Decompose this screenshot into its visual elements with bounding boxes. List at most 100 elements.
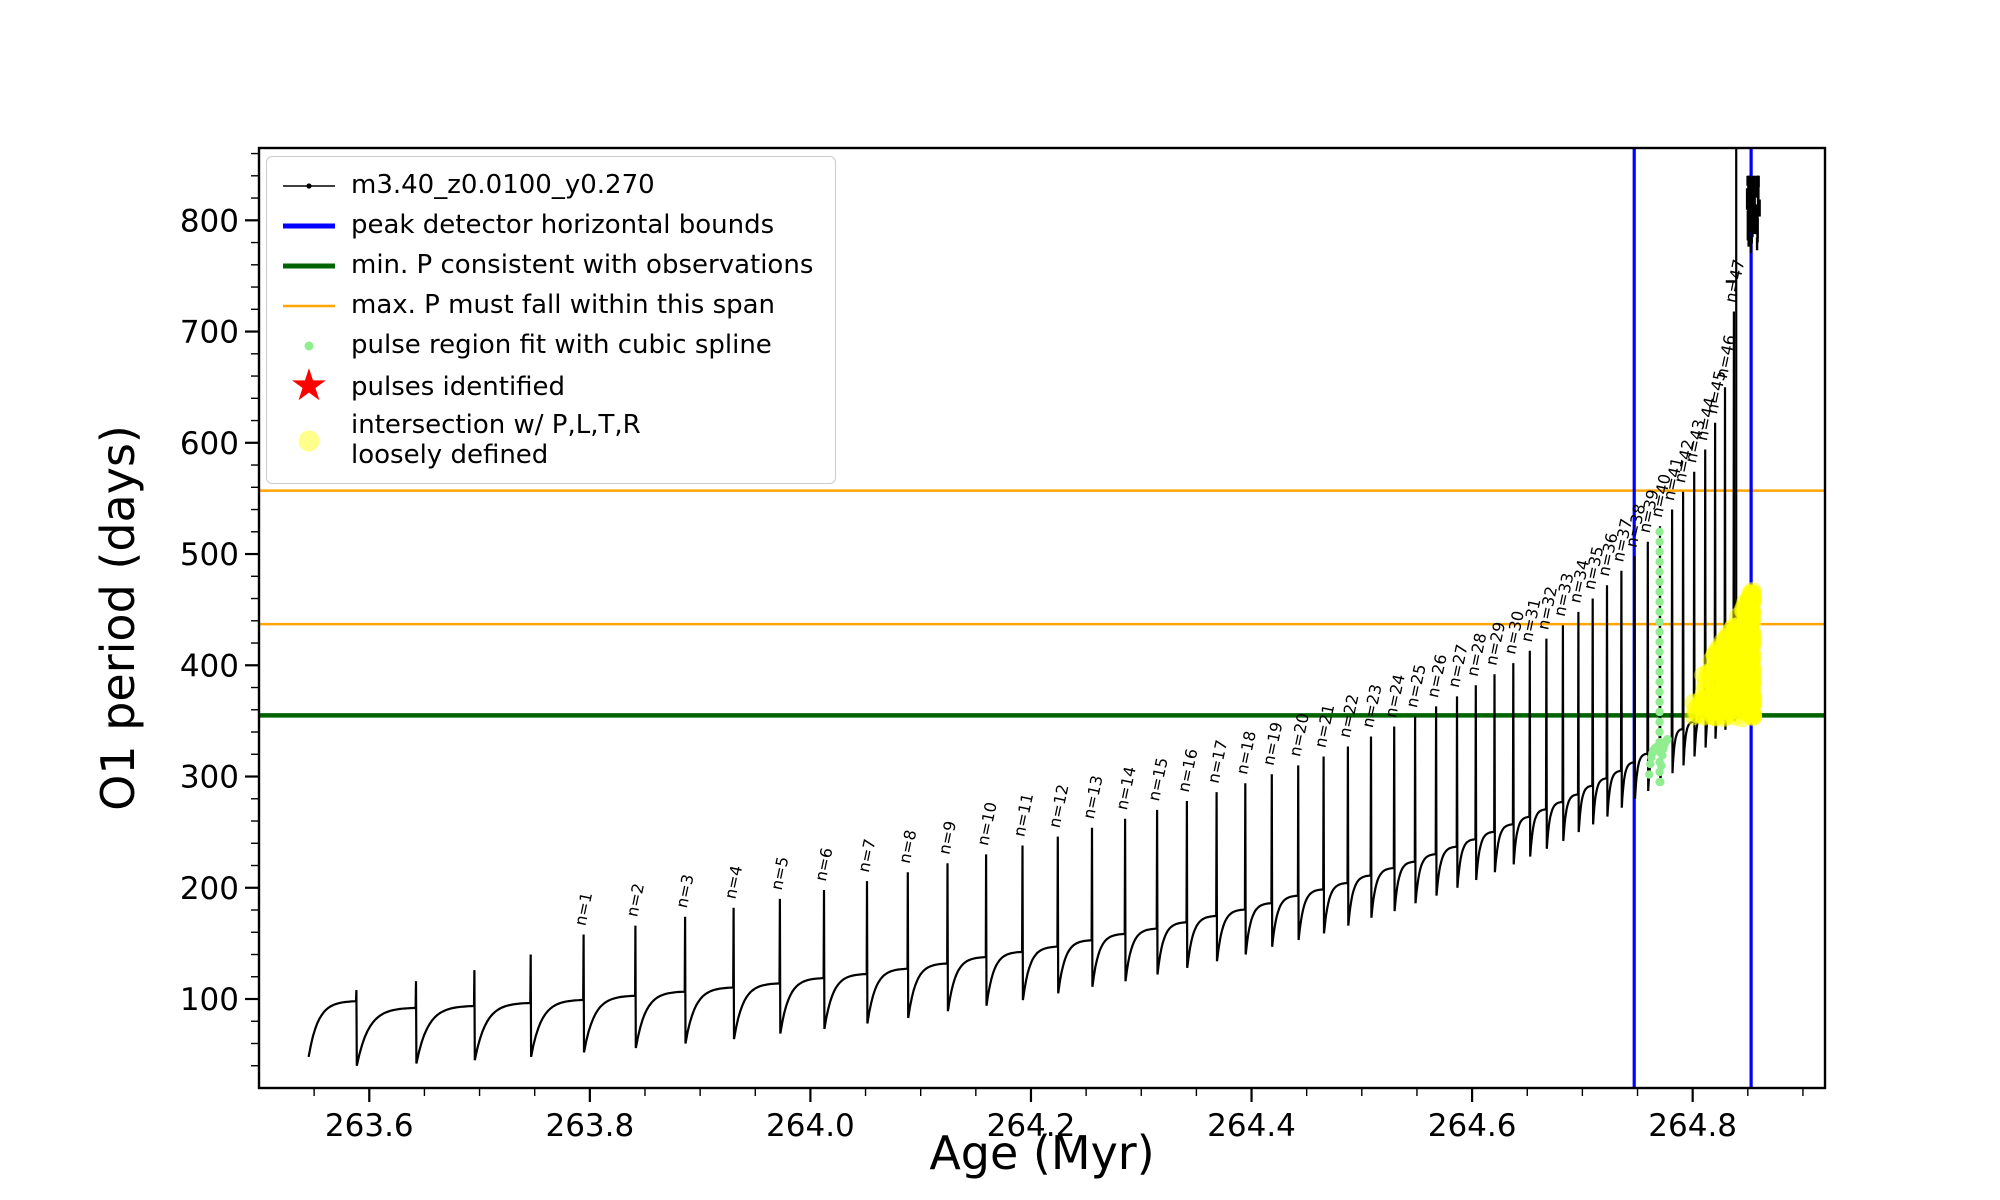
pulse-label: n=11	[1009, 791, 1037, 838]
x-tick-label: 264.0	[766, 1108, 855, 1144]
spline-dot	[1655, 717, 1664, 727]
axes-frame	[257, 146, 1827, 1090]
pulse-label: n=3	[672, 873, 698, 910]
series-line-marker	[279, 168, 339, 204]
pulse-label: n=13	[1079, 774, 1107, 821]
spline-dot	[1655, 557, 1664, 567]
spline-dot	[1655, 577, 1664, 587]
yellow-dot	[298, 430, 320, 452]
spline-dot	[1655, 547, 1664, 557]
pulse-label: n=17	[1204, 738, 1232, 785]
spline-dot	[1663, 734, 1672, 744]
legend-label: pulse region fit with cubic spline	[351, 330, 772, 361]
pulse-label: n=16	[1174, 747, 1202, 794]
legend-label: max. P must fall within this span	[351, 290, 776, 321]
pulse-label: n=15	[1144, 756, 1172, 803]
legend-item-min-period: min. P consistent with observations	[279, 247, 813, 285]
intersection-dot	[1704, 674, 1723, 693]
legend-item-max-span: max. P must fall within this span	[279, 287, 813, 325]
legend: m3.40_z0.0100_y0.270 peak detector horiz…	[266, 156, 837, 484]
y-tick-label: 300	[180, 760, 239, 796]
pulse-label: n=2	[622, 881, 648, 918]
legend-label: pulses identified	[351, 372, 566, 403]
pulse-label: n=9	[934, 819, 960, 856]
pulse-label: n=19	[1259, 720, 1287, 767]
intersection-dot	[1714, 641, 1733, 660]
x-axis-label: Age (Myr)	[929, 1126, 1155, 1180]
pulse-label: n=1	[571, 890, 597, 927]
intersection-dot	[1743, 705, 1762, 724]
intersection-dot	[1741, 604, 1760, 623]
legend-label: intersection w/ P,L,T,R loosely defined	[351, 410, 641, 470]
intersection-dot	[1742, 622, 1761, 641]
spline-dot	[1645, 770, 1654, 779]
y-tick-label: 200	[180, 871, 239, 907]
legend-item-peak-bounds: peak detector horizontal bounds	[279, 207, 813, 245]
spline-dot	[1655, 567, 1664, 577]
y-tick-label: 500	[180, 537, 239, 573]
legend-item-spline: pulse region fit with cubic spline	[279, 327, 813, 365]
legend-label: peak detector horizontal bounds	[351, 210, 775, 241]
intersection-dot	[1742, 666, 1761, 685]
x-tick-label: 263.8	[545, 1108, 634, 1144]
spline-dot	[1655, 747, 1664, 757]
x-tick-label: 264.2	[987, 1108, 1076, 1144]
spline-dot	[1655, 647, 1664, 657]
series-dot	[306, 183, 312, 189]
pulse-label: n=23	[1358, 682, 1386, 729]
pulse-label: n=7	[854, 837, 880, 874]
pulse-label: n=21	[1311, 702, 1339, 749]
spline-dot	[1655, 537, 1664, 546]
y-tick-label: 400	[180, 648, 239, 684]
pulse-label: n=4	[721, 864, 747, 901]
spline-dot	[1655, 667, 1664, 677]
star-icon: ★	[279, 367, 339, 409]
pulse-label: n=14	[1112, 765, 1140, 812]
intersection-dot	[1725, 629, 1744, 648]
spline-dot	[1655, 657, 1664, 667]
spline-dot	[1655, 687, 1664, 697]
legend-label: min. P consistent with observations	[351, 250, 814, 281]
yellow-dot-marker	[279, 419, 339, 463]
intersection-dot	[1720, 677, 1739, 696]
pulse-label: n=18	[1232, 729, 1260, 776]
pulse-label: n=22	[1335, 692, 1363, 739]
intersection-dot	[1701, 704, 1720, 723]
pulse-label: n=6	[811, 846, 837, 883]
y-tick-label: 800	[180, 203, 239, 239]
y-tick-label: 100	[180, 982, 239, 1018]
legend-item-pulses: ★ pulses identified	[279, 367, 813, 409]
pulse-label: n=47	[1721, 257, 1749, 304]
pulse-label: n=5	[767, 855, 793, 892]
y-tick-label: 600	[180, 426, 239, 462]
spline-dot	[1655, 767, 1664, 777]
x-tick-label: 264.6	[1428, 1108, 1517, 1144]
legend-item-intersection: intersection w/ P,L,T,R loosely defined	[279, 410, 813, 471]
spline-dot	[1655, 737, 1664, 747]
spline-dot	[1655, 637, 1664, 647]
intersection-dot	[1740, 589, 1759, 608]
star-glyph: ★	[289, 367, 328, 409]
spline-dot	[1655, 527, 1664, 536]
orange-line-marker	[279, 288, 339, 324]
spline-dot	[304, 341, 314, 351]
pulse-label: n=8	[895, 828, 921, 865]
x-tick-label: 264.4	[1207, 1108, 1296, 1144]
spline-dot	[1655, 627, 1664, 637]
spline-dot	[1655, 607, 1664, 617]
spline-dot	[1655, 777, 1664, 787]
spline-dot	[1655, 617, 1664, 627]
spline-dot	[1646, 759, 1655, 769]
intersection-dot	[1742, 651, 1761, 670]
green-line-marker	[279, 248, 339, 284]
spline-dot	[1655, 587, 1664, 597]
legend-label: m3.40_z0.0100_y0.270	[351, 170, 655, 201]
spline-dot	[1655, 727, 1664, 737]
pulse-label: n=10	[973, 800, 1001, 847]
plot-area	[259, 148, 1825, 1088]
pulse-label: n=12	[1045, 783, 1073, 830]
spline-dot	[1655, 707, 1664, 717]
x-tick-label: 264.8	[1648, 1108, 1737, 1144]
